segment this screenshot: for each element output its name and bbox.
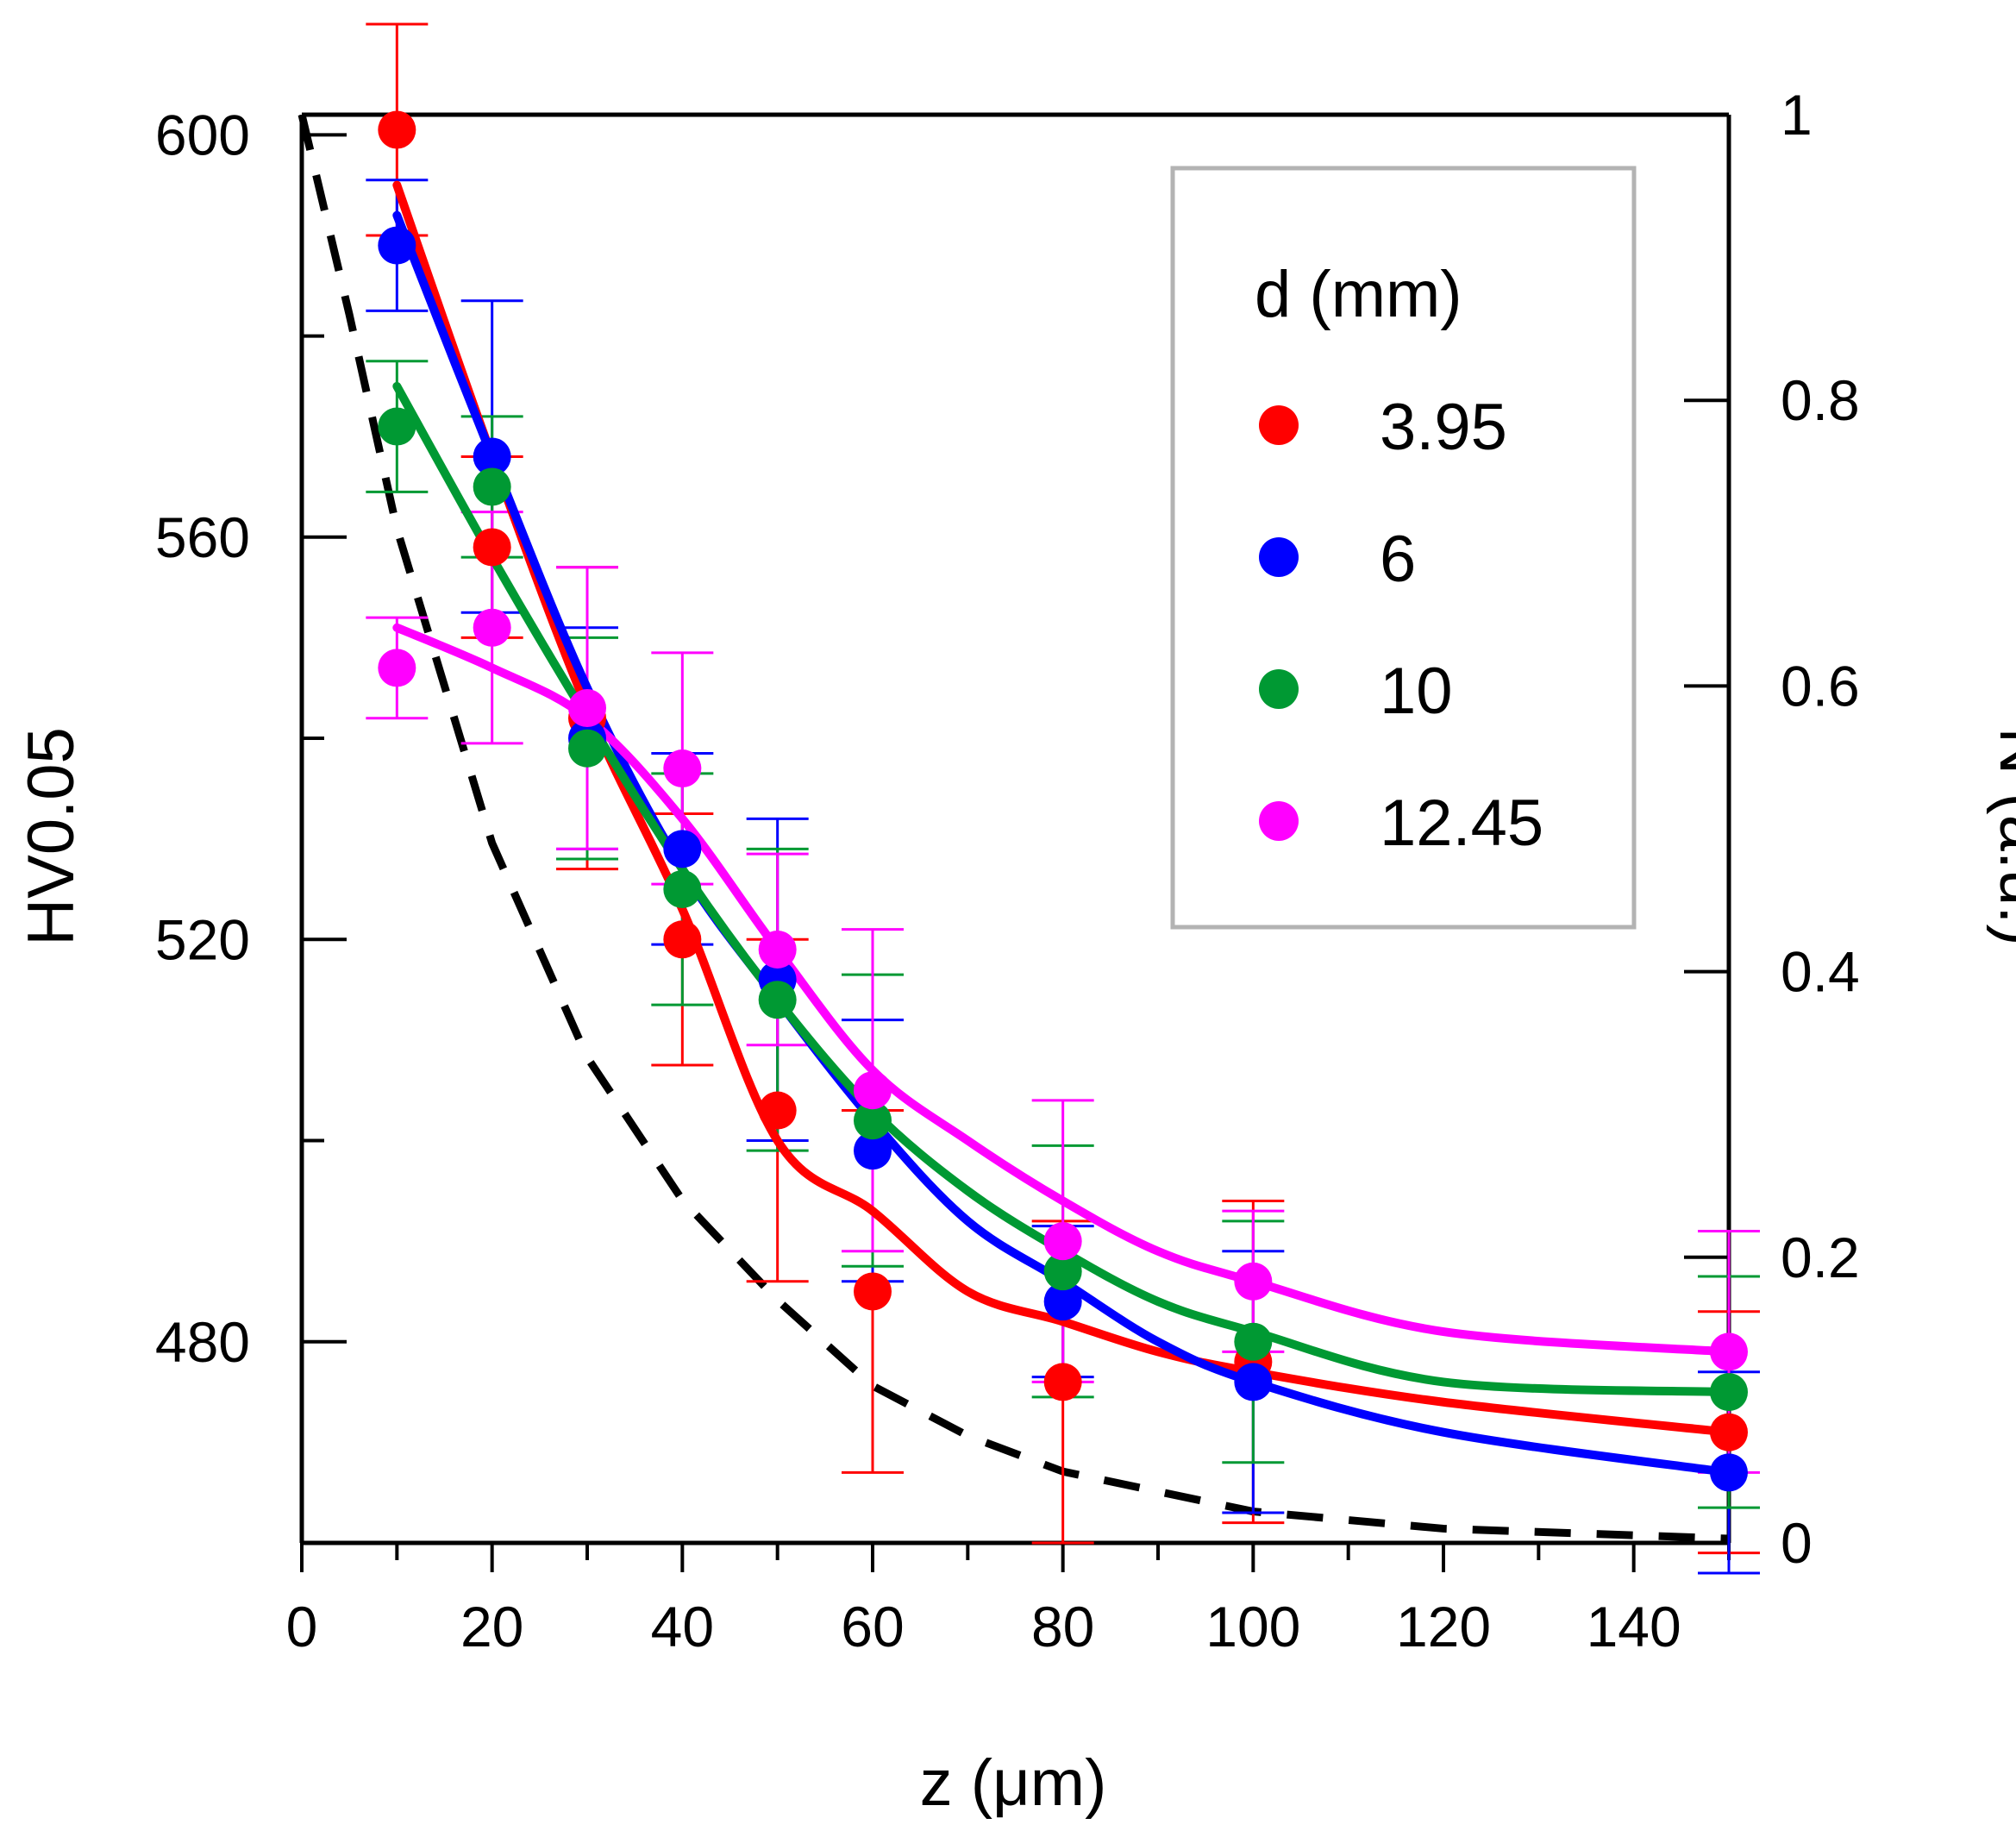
data-point bbox=[1234, 1363, 1273, 1401]
data-point bbox=[473, 608, 511, 647]
legend-title: d (mm) bbox=[1255, 258, 1462, 331]
y-tick-label: 600 bbox=[155, 103, 250, 166]
data-point bbox=[854, 1132, 892, 1170]
x-tick-label: 140 bbox=[1587, 1595, 1681, 1658]
data-point bbox=[378, 407, 416, 446]
data-point bbox=[663, 749, 702, 788]
x-tick-label: 0 bbox=[286, 1595, 318, 1658]
data-point bbox=[378, 649, 416, 687]
y-tick-label: 480 bbox=[155, 1310, 250, 1374]
legend-marker-1 bbox=[1259, 537, 1299, 577]
data-point bbox=[1710, 1413, 1748, 1451]
data-point bbox=[854, 1272, 892, 1311]
data-point bbox=[473, 528, 511, 567]
data-point bbox=[473, 467, 511, 506]
dashed-curve-group bbox=[297, 113, 1730, 1543]
data-point bbox=[758, 981, 797, 1019]
data-point bbox=[1043, 1363, 1082, 1401]
y-tick-label: 520 bbox=[155, 907, 250, 971]
legend-label-1: 6 bbox=[1380, 523, 1416, 596]
y-axis-label: HV0.05 bbox=[15, 727, 88, 946]
x-axis-label: z (μm) bbox=[920, 1746, 1107, 1820]
x-tick-label: 80 bbox=[1031, 1595, 1094, 1658]
y2-tick-label: 0.6 bbox=[1781, 654, 1860, 718]
axes-group: 0 20 40 60 80 100 120 140 480 520 560 600 0 0.2 0.4 0.6… bbox=[155, 83, 1860, 1658]
data-point bbox=[854, 1101, 892, 1140]
x-tick-label: 40 bbox=[651, 1595, 714, 1658]
data-point bbox=[854, 1071, 892, 1110]
data-point bbox=[378, 226, 416, 265]
data-point bbox=[663, 869, 702, 908]
legend-label-3: 12.45 bbox=[1380, 787, 1543, 860]
y2-tick-label: 0 bbox=[1781, 1511, 1813, 1575]
data-point bbox=[378, 110, 416, 149]
data-point bbox=[568, 689, 606, 728]
data-point bbox=[1710, 1453, 1748, 1492]
legend-label-0: 3.95 bbox=[1380, 391, 1507, 464]
legend-marker-3 bbox=[1259, 801, 1299, 841]
data-points-group bbox=[378, 110, 1748, 1492]
data-point bbox=[1043, 1282, 1082, 1321]
y2-tick-label: 0.8 bbox=[1781, 368, 1860, 432]
legend: d (mm) 3.95 6 10 12.45 bbox=[1170, 166, 1637, 930]
legend-marker-0 bbox=[1259, 405, 1299, 445]
fit-line bbox=[392, 381, 1733, 1397]
data-point bbox=[663, 830, 702, 868]
data-point bbox=[1234, 1262, 1273, 1301]
data-point bbox=[568, 729, 606, 768]
dashed-n-curve bbox=[297, 113, 1730, 1543]
y-tick-label: 560 bbox=[155, 505, 250, 569]
legend-marker-2 bbox=[1259, 669, 1299, 709]
data-point bbox=[1043, 1222, 1082, 1261]
y2-axis-label: N (a.u.) bbox=[1986, 727, 2016, 945]
data-point bbox=[758, 1091, 797, 1130]
x-tick-label: 60 bbox=[841, 1595, 904, 1658]
data-point bbox=[758, 930, 797, 969]
data-point bbox=[1234, 1322, 1273, 1361]
data-point bbox=[1043, 1252, 1082, 1291]
data-point bbox=[663, 920, 702, 959]
data-point bbox=[1710, 1373, 1748, 1412]
legend-box bbox=[1170, 166, 1637, 930]
data-point bbox=[1710, 1332, 1748, 1371]
y2-tick-label: 1 bbox=[1781, 83, 1813, 147]
y2-tick-label: 0.4 bbox=[1781, 940, 1860, 1004]
x-tick-label: 20 bbox=[460, 1595, 523, 1658]
x-tick-label: 100 bbox=[1205, 1595, 1300, 1658]
data-point bbox=[473, 437, 511, 476]
x-tick-label: 120 bbox=[1396, 1595, 1491, 1658]
legend-label-2: 10 bbox=[1380, 655, 1453, 728]
y2-tick-label: 0.2 bbox=[1781, 1226, 1860, 1289]
